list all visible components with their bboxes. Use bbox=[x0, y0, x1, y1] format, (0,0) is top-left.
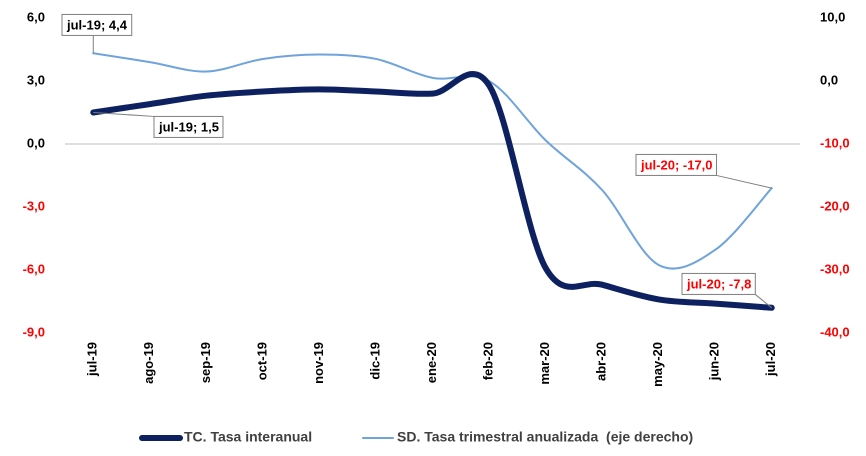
y2-tick-label: -20,0 bbox=[820, 198, 850, 213]
y-tick-label: -3,0 bbox=[23, 198, 45, 213]
x-tick-label: sep-19 bbox=[198, 342, 213, 383]
x-tick-label: ene-20 bbox=[424, 342, 439, 383]
x-tick-label: may-20 bbox=[650, 342, 665, 387]
x-tick-label: jul-20 bbox=[763, 342, 778, 377]
data-label-box bbox=[681, 272, 756, 295]
x-tick-label: jul-19 bbox=[85, 342, 100, 377]
y2-tick-label: 0,0 bbox=[820, 72, 838, 87]
data-label-text: jul-19; 4,4 bbox=[66, 17, 128, 32]
line bbox=[90, 71, 775, 311]
data-label-box bbox=[635, 153, 718, 176]
y-tick-label: -6,0 bbox=[23, 261, 45, 276]
x-tick-label: mar-20 bbox=[537, 342, 552, 385]
x-tick-label: dic-19 bbox=[367, 342, 382, 380]
y2-tick-label: -40,0 bbox=[820, 324, 850, 339]
leader-line bbox=[93, 112, 155, 117]
y-tick-label: 0,0 bbox=[27, 135, 45, 150]
y-tick-label: 3,0 bbox=[27, 72, 45, 87]
x-tick-label: jun-20 bbox=[707, 342, 722, 381]
y2-tick-label: 10,0 bbox=[820, 9, 845, 24]
y-tick-label: 6,0 bbox=[27, 9, 45, 24]
y-tick-label: -9,0 bbox=[23, 324, 45, 339]
data-label: jul-20; -7,8 bbox=[681, 272, 773, 309]
data-label-text: jul-19; 1,5 bbox=[158, 119, 219, 134]
data-label: jul-19; 4,4 bbox=[61, 13, 133, 54]
x-tick-label: feb-20 bbox=[480, 342, 495, 380]
x-tick-label: ago-19 bbox=[141, 342, 156, 384]
leader-line bbox=[716, 174, 772, 189]
x-tick-label: nov-19 bbox=[311, 342, 326, 384]
data-label-text: jul-20; -17,0 bbox=[640, 157, 713, 172]
x-tick-label: oct-19 bbox=[254, 342, 269, 380]
data-label-box bbox=[153, 115, 224, 138]
y2-tick-label: -30,0 bbox=[820, 261, 850, 276]
line bbox=[92, 52, 773, 270]
legend-label: SD. Tasa trimestral anualizada (eje dere… bbox=[397, 429, 693, 445]
x-tick-label: abr-20 bbox=[594, 342, 609, 381]
data-label-text: jul-20; -7,8 bbox=[686, 276, 751, 291]
legend-label: TC. Tasa interanual bbox=[184, 429, 312, 445]
leader-line bbox=[754, 294, 773, 309]
data-label: jul-20; -17,0 bbox=[635, 153, 772, 189]
y2-tick-label: -10,0 bbox=[820, 135, 850, 150]
data-label-box bbox=[61, 13, 133, 36]
data-label: jul-19; 1,5 bbox=[93, 112, 224, 138]
